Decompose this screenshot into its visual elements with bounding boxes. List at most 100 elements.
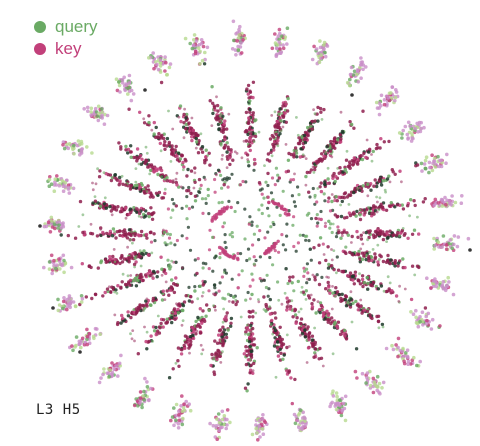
query-point <box>351 73 356 77</box>
key-point <box>178 303 182 308</box>
key-point <box>434 281 439 285</box>
query-point <box>143 325 146 329</box>
query-point <box>315 273 319 277</box>
key-point <box>326 200 330 204</box>
query-point <box>412 228 417 232</box>
key-point <box>236 251 240 256</box>
key-point <box>149 240 154 244</box>
query-point <box>397 300 401 303</box>
query-point <box>275 340 280 344</box>
key-point <box>141 278 145 283</box>
key-point <box>66 233 71 238</box>
query-point <box>366 287 370 291</box>
query-point <box>107 374 112 379</box>
key-point <box>193 180 197 184</box>
query-point <box>349 297 353 301</box>
query-point <box>324 150 328 154</box>
key-point <box>297 136 301 140</box>
key-point <box>402 359 406 364</box>
key-point <box>217 289 221 293</box>
key-point <box>331 174 335 178</box>
key-point <box>289 376 293 380</box>
query-point <box>218 256 222 260</box>
key-point <box>244 345 248 349</box>
query-point <box>169 160 173 163</box>
query-point <box>170 315 174 320</box>
query-point <box>416 215 419 219</box>
key-point <box>120 253 124 258</box>
query-point <box>248 215 252 219</box>
query-point <box>203 50 207 55</box>
query-point <box>403 287 407 291</box>
query-point <box>200 197 205 201</box>
key-point <box>124 148 128 152</box>
key-point <box>415 121 420 126</box>
query-point <box>150 128 154 132</box>
key-point <box>174 204 178 208</box>
key-point <box>430 317 435 322</box>
query-point <box>52 222 57 226</box>
query-point <box>110 213 114 217</box>
key-point <box>276 135 280 140</box>
query-point <box>204 314 208 318</box>
query-point <box>182 136 186 140</box>
key-point <box>361 67 365 72</box>
key-point <box>292 215 296 219</box>
query-point <box>332 249 336 253</box>
query-point <box>90 151 94 155</box>
key-point <box>268 312 273 316</box>
key-point <box>220 425 224 430</box>
query-point <box>302 133 307 138</box>
key-point <box>332 137 337 141</box>
query-point <box>172 406 176 410</box>
query-point <box>299 290 303 294</box>
key-point <box>369 182 373 186</box>
query-point <box>145 385 150 389</box>
query-point <box>257 130 261 134</box>
query-point <box>76 139 81 143</box>
query-point <box>347 203 351 206</box>
query-point <box>343 298 347 302</box>
key-point <box>156 67 161 72</box>
query-point <box>49 182 54 186</box>
query-point <box>319 53 324 57</box>
query-point <box>268 255 272 260</box>
key-point <box>192 329 196 333</box>
query-point <box>364 257 368 262</box>
key-point <box>412 199 416 203</box>
query-point <box>327 219 331 223</box>
query-point <box>286 281 290 286</box>
query-point <box>251 369 255 372</box>
key-point <box>121 229 125 234</box>
query-point <box>323 183 327 187</box>
key-point <box>239 51 244 55</box>
query-point <box>112 176 116 180</box>
query-point <box>273 328 278 333</box>
key-point <box>323 54 328 59</box>
query-point <box>79 294 84 298</box>
query-point <box>247 164 251 168</box>
key-point <box>169 418 173 423</box>
query-point <box>188 335 193 339</box>
key-point <box>141 304 146 308</box>
key-point <box>157 167 161 171</box>
key-point <box>129 183 134 188</box>
key-point <box>224 426 228 431</box>
query-point <box>326 166 330 170</box>
query-point <box>244 298 248 302</box>
key-point <box>426 311 431 316</box>
key-point <box>343 394 348 399</box>
query-point <box>206 194 210 198</box>
query-point <box>263 164 266 168</box>
key-point <box>393 172 397 176</box>
query-point <box>281 125 285 129</box>
query-point <box>129 155 133 159</box>
key-point <box>345 195 350 199</box>
key-point <box>177 418 182 423</box>
query-point <box>321 308 325 312</box>
key-point <box>262 295 266 299</box>
key-point <box>379 202 383 206</box>
key-point <box>348 271 353 275</box>
key-point <box>248 368 253 372</box>
